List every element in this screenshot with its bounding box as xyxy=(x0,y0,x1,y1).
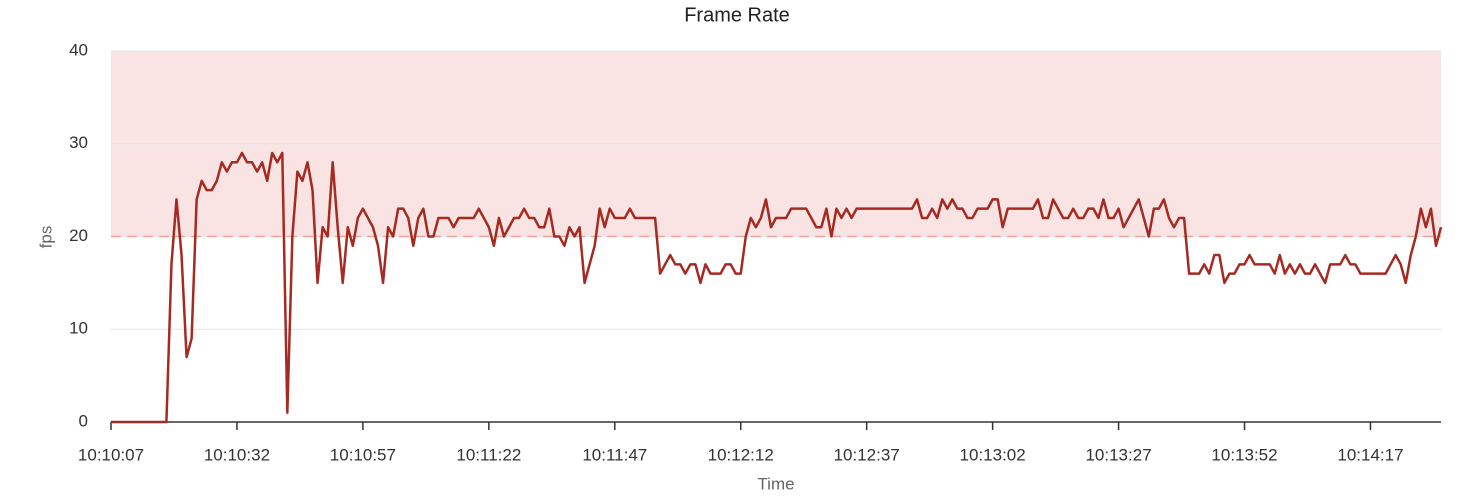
x-tick-label: 10:13:27 xyxy=(1085,445,1151,464)
x-tick-label: 10:14:17 xyxy=(1337,445,1403,464)
x-tick-label: 10:13:02 xyxy=(960,445,1026,464)
y-tick-label: 40 xyxy=(69,40,88,59)
data-line xyxy=(111,151,1443,424)
y-tick-label: 20 xyxy=(69,226,88,245)
x-tick-label: 10:10:57 xyxy=(330,445,396,464)
x-tick-label: 10:10:07 xyxy=(78,445,144,464)
x-axis-title: Time xyxy=(757,474,794,493)
y-axis-title: fps xyxy=(36,226,55,249)
x-tick-label: 10:13:52 xyxy=(1211,445,1277,464)
x-tick-label: 10:11:47 xyxy=(582,445,647,464)
x-tick-label: 10:12:12 xyxy=(708,445,774,464)
x-tick-label: 10:11:22 xyxy=(456,445,521,464)
x-tick-label: 10:12:37 xyxy=(834,445,900,464)
y-tick-label: 0 xyxy=(79,411,88,430)
y-tick-label: 10 xyxy=(69,319,88,338)
y-tick-label: 30 xyxy=(69,133,88,152)
x-tick-label: 10:10:32 xyxy=(204,445,270,464)
chart-title: Frame Rate xyxy=(684,4,790,26)
